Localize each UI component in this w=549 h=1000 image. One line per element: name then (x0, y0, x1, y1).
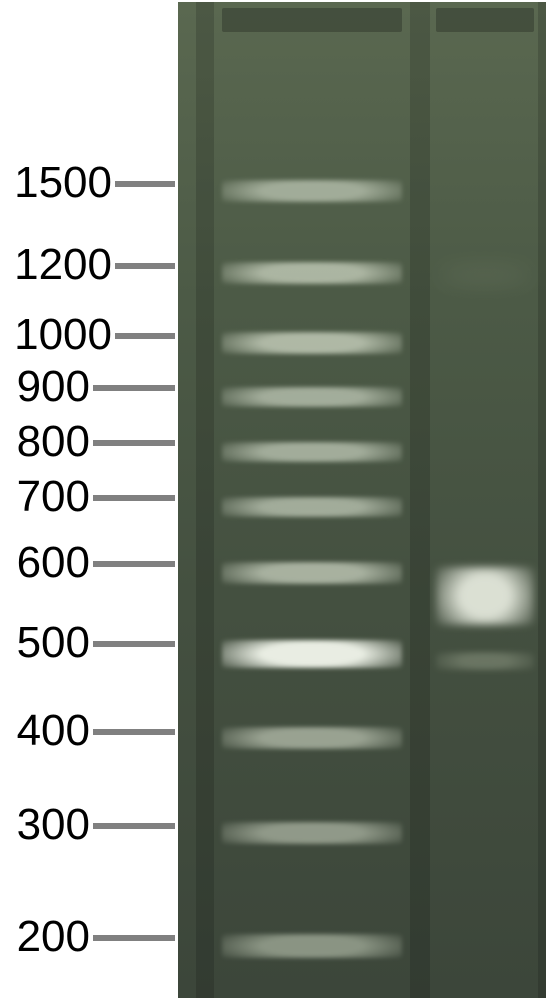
size-label-1500: 1500 (0, 158, 112, 208)
ladder-band-800 (222, 442, 402, 462)
ladder-band-700 (222, 497, 402, 517)
sample-band-2 (436, 652, 534, 670)
marker-line-400 (93, 729, 175, 735)
marker-line-200 (93, 935, 175, 941)
size-label-700: 700 (0, 472, 90, 522)
ladder-band-1000 (222, 332, 402, 354)
gel-electrophoresis-figure: 1500 1200 1000900800700 600 500 400 300 200 (0, 0, 549, 1000)
well-sample (436, 8, 534, 32)
size-label-1200: 1200 (0, 240, 112, 290)
marker-line-500 (93, 641, 175, 647)
ladder-band-500 (222, 640, 402, 668)
lane-border-left (196, 2, 214, 998)
marker-line-1500 (115, 181, 175, 187)
marker-line-900 (93, 385, 175, 391)
marker-line-800 (93, 440, 175, 446)
well-ladder (222, 8, 402, 32)
size-label-500: 500 (0, 618, 90, 668)
marker-line-300 (93, 823, 175, 829)
size-label-200: 200 (0, 912, 90, 962)
ladder-band-600 (222, 562, 402, 584)
marker-line-700 (93, 495, 175, 501)
ladder-band-1500 (222, 180, 402, 202)
marker-line-1200 (115, 263, 175, 269)
ladder-band-900 (222, 387, 402, 407)
ladder-band-1200 (222, 262, 402, 284)
sample-band-0 (436, 260, 534, 290)
size-label-400: 400 (0, 706, 90, 756)
size-label-1000: 1000 (0, 310, 112, 360)
marker-line-1000 (115, 333, 175, 339)
size-label-900: 900 (0, 362, 90, 412)
marker-line-600 (93, 561, 175, 567)
ladder-band-400 (222, 727, 402, 749)
gel-background (178, 2, 546, 998)
sample-band-1 (436, 567, 534, 625)
lane-border-right (538, 2, 546, 998)
size-label-800: 800 (0, 417, 90, 467)
ladder-band-200 (222, 934, 402, 958)
lane-border-middle (410, 2, 430, 998)
ladder-band-300 (222, 822, 402, 844)
size-label-300: 300 (0, 800, 90, 850)
size-label-600: 600 (0, 538, 90, 588)
